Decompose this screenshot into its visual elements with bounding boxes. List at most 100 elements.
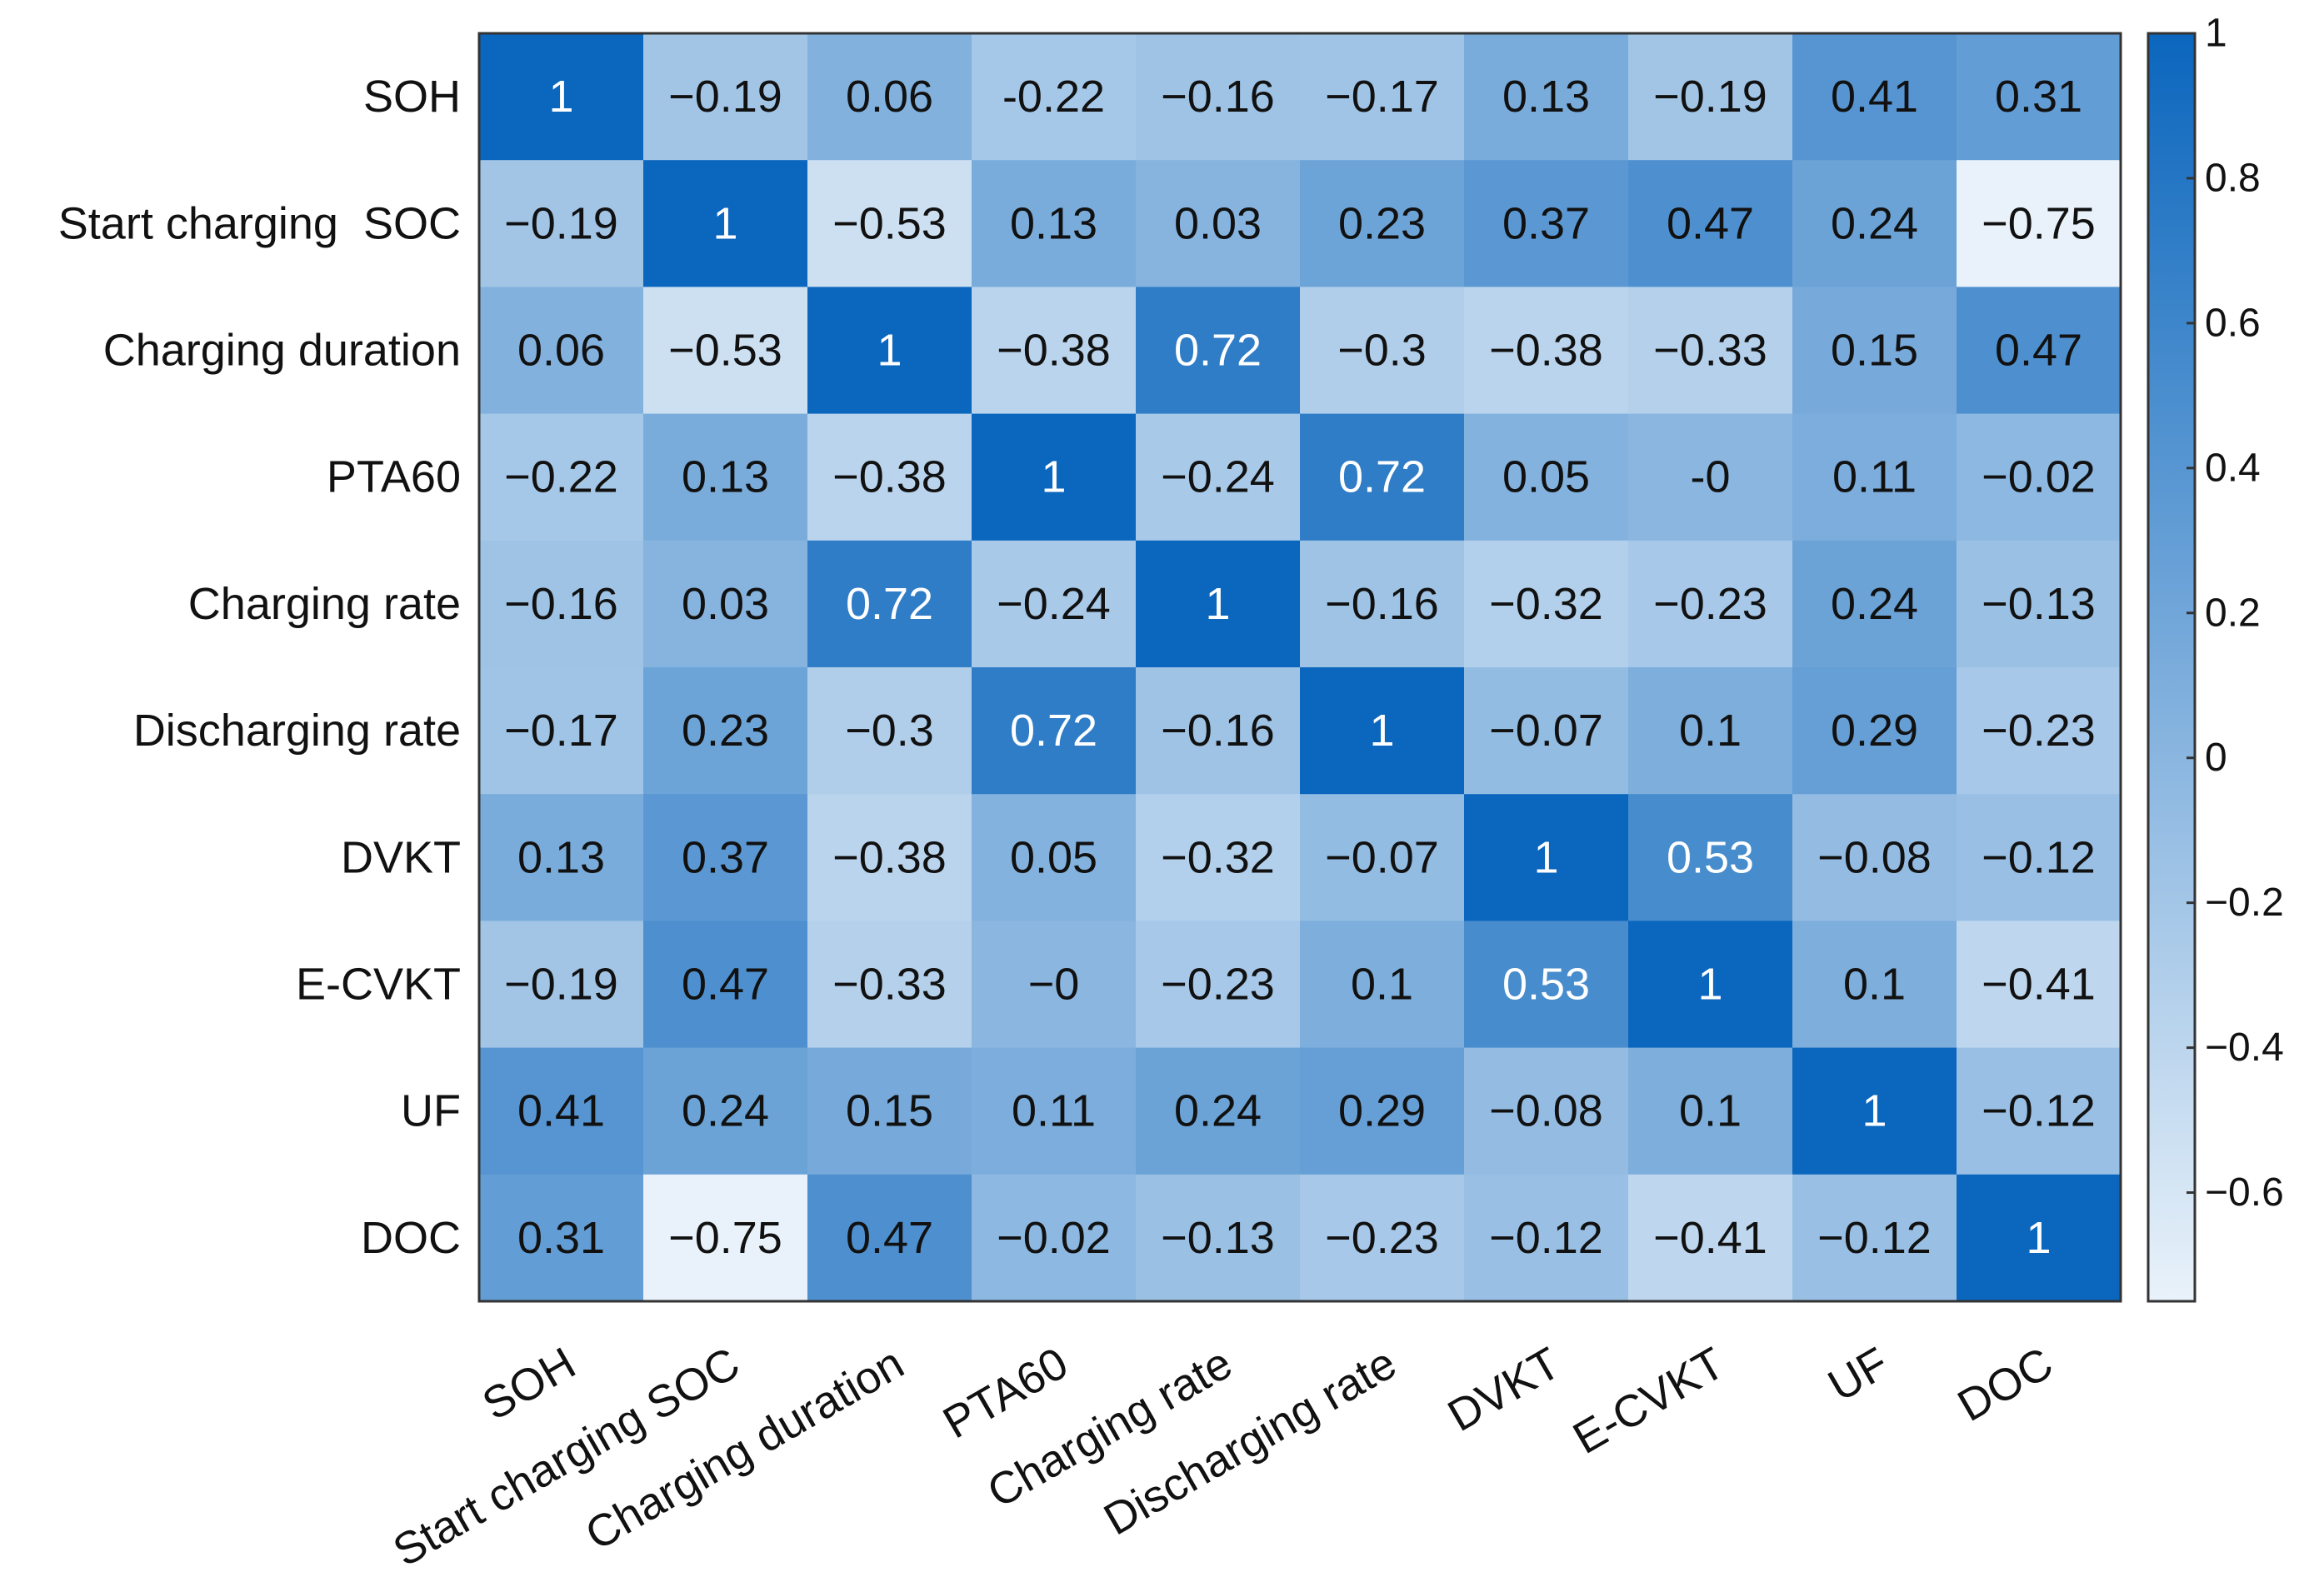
heatmap-cell — [1464, 540, 1629, 668]
heatmap-value-label: 0.72 — [1010, 706, 1097, 756]
heatmap-value-label: 0.15 — [846, 1086, 933, 1136]
heatmap-cell — [1792, 33, 1957, 161]
heatmap-value-label: 1 — [1862, 1086, 1887, 1136]
heatmap-cell — [1628, 413, 1793, 541]
heatmap-value-label: 0.13 — [517, 832, 605, 882]
heatmap-value-label: −0.24 — [997, 579, 1111, 629]
heatmap-cell — [1957, 1174, 2122, 1302]
heatmap-cell — [1300, 33, 1465, 161]
heatmap-cell — [1792, 1047, 1957, 1175]
heatmap-value-label: −0.19 — [1653, 72, 1767, 122]
heatmap-cells — [479, 33, 2122, 1302]
heatmap-value-label: 1 — [712, 198, 737, 248]
colorbar-tick-label: 1 — [2205, 12, 2227, 56]
heatmap-value-label: 0.47 — [682, 960, 769, 1010]
heatmap-value-label: −0.32 — [1161, 832, 1275, 882]
heatmap-cell — [643, 413, 808, 541]
heatmap-cell — [1136, 794, 1301, 921]
heatmap-value-label: 0.23 — [1338, 198, 1426, 248]
heatmap-cell — [1792, 413, 1957, 541]
heatmap-value-label: 0.41 — [517, 1086, 605, 1136]
heatmap-cell — [1957, 33, 2122, 161]
heatmap-cell — [1792, 794, 1957, 921]
heatmap-cell — [1136, 1047, 1301, 1175]
heatmap-cell — [643, 1174, 808, 1302]
colorbar-tick-label: −0.2 — [2205, 881, 2284, 925]
heatmap-cell — [1136, 287, 1301, 415]
heatmap-cell — [1464, 667, 1629, 795]
column-label: SOH — [474, 1338, 583, 1430]
colorbar-tick-label: 0 — [2205, 736, 2227, 780]
heatmap-cell — [643, 33, 808, 161]
heatmap-cell — [972, 921, 1137, 1049]
heatmap-value-label: 0.72 — [846, 579, 933, 629]
heatmap-value-label: 0.03 — [1174, 198, 1262, 248]
heatmap-cell — [807, 413, 972, 541]
heatmap-cell — [972, 287, 1137, 415]
heatmap-value-label: 0.53 — [1502, 960, 1590, 1010]
heatmap-cell — [807, 1174, 972, 1302]
heatmap-cell — [1957, 921, 2122, 1049]
heatmap-cell — [643, 540, 808, 668]
heatmap-cell — [1464, 160, 1629, 287]
colorbar-ticks: 1 0.8 0.6 0.4 0.2 0 −0.2 −0.4 −0.6 — [2187, 12, 2284, 1215]
heatmap-cell — [1300, 667, 1465, 795]
heatmap-value-label: 0.53 — [1667, 832, 1754, 882]
heatmap-cell — [1957, 1047, 2122, 1175]
heatmap-cell — [643, 1047, 808, 1175]
heatmap-value-label: −0.3 — [845, 706, 934, 756]
colorbar-tick-label: −0.6 — [2205, 1170, 2284, 1215]
heatmap-cell — [1300, 1174, 1465, 1302]
heatmap-cell — [1957, 794, 2122, 921]
heatmap-value-label: −0.24 — [1161, 452, 1275, 502]
heatmap-value-label: 0.47 — [1667, 198, 1754, 248]
column-label: UF — [1820, 1338, 1897, 1411]
heatmap-value-label: 0.15 — [1831, 326, 1918, 376]
heatmap-value-label: 0.47 — [846, 1213, 933, 1263]
heatmap-value-label: 1 — [548, 72, 573, 122]
heatmap-cell — [1628, 794, 1793, 921]
heatmap-value-label: −0.33 — [1653, 326, 1767, 376]
heatmap-value-label: 0.24 — [1174, 1086, 1262, 1136]
heatmap-value-label: 0.06 — [517, 326, 605, 376]
heatmap-cell — [1957, 287, 2122, 415]
heatmap-value-label: 0.72 — [1174, 326, 1262, 376]
heatmap-value-label: 0.23 — [682, 706, 769, 756]
colorbar-tick-label: 0.8 — [2205, 156, 2261, 200]
heatmap-value-label: −0.38 — [1489, 326, 1603, 376]
heatmap-value-label: −0.53 — [668, 326, 782, 376]
heatmap-cell — [1300, 540, 1465, 668]
heatmap-value-label: −0.22 — [504, 452, 618, 502]
heatmap-value-label: −0.02 — [1982, 452, 2096, 502]
heatmap-cell — [807, 33, 972, 161]
heatmap-value-label: 0.03 — [682, 579, 769, 629]
heatmap-cell — [479, 1047, 644, 1175]
heatmap-value-label: 0.24 — [1831, 579, 1918, 629]
heatmap-cell — [1957, 667, 2122, 795]
heatmap-cell — [1792, 160, 1957, 287]
heatmap-cell — [972, 33, 1137, 161]
heatmap-value-label: 1 — [1041, 452, 1066, 502]
heatmap-cell — [1136, 413, 1301, 541]
heatmap-cell — [479, 413, 644, 541]
heatmap-cell — [643, 794, 808, 921]
row-label: PTA60 — [327, 452, 461, 502]
heatmap-value-label: −0.08 — [1817, 832, 1932, 882]
heatmap-cell — [1464, 921, 1629, 1049]
heatmap-value-label: 0.72 — [1338, 452, 1426, 502]
heatmap-cell — [1792, 287, 1957, 415]
heatmap-value-label: −0.12 — [1982, 832, 2096, 882]
heatmap-value-label: 0.24 — [682, 1086, 769, 1136]
heatmap-value-label: −0.3 — [1337, 326, 1427, 376]
heatmap-value-label: −0.32 — [1489, 579, 1603, 629]
heatmap-value-label: 0.1 — [1843, 960, 1906, 1010]
heatmap-value-label: 0.41 — [1831, 72, 1918, 122]
heatmap-value-label: −0.23 — [1325, 1213, 1439, 1263]
heatmap-value-label: −0.07 — [1489, 706, 1603, 756]
column-label: E-CVKT — [1565, 1338, 1733, 1464]
heatmap-cell — [1300, 794, 1465, 921]
colorbar-tick-label: 0.6 — [2205, 301, 2261, 345]
heatmap-value-label: −0 — [1028, 960, 1080, 1010]
